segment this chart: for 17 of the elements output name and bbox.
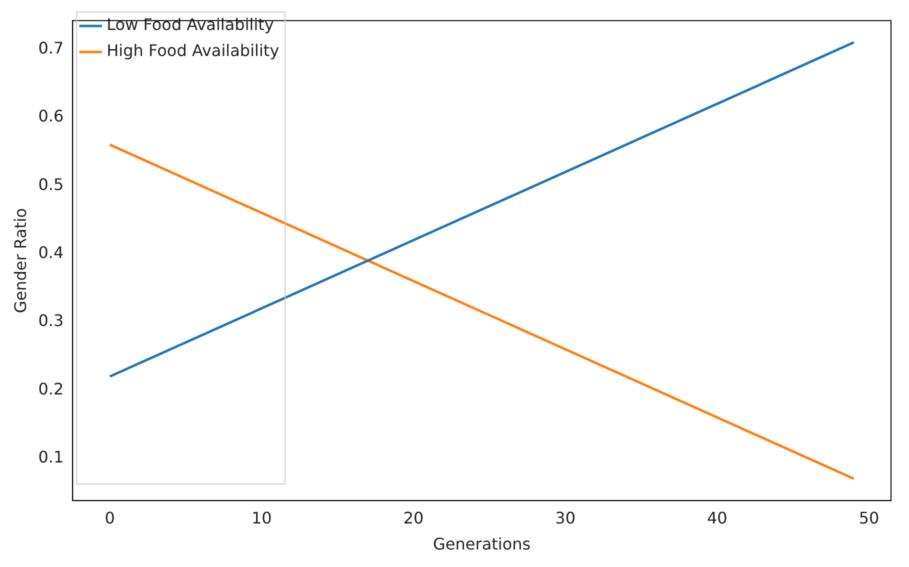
x-axis-title: Generations xyxy=(433,534,531,554)
y-tick-label: 0.2 xyxy=(38,379,64,398)
x-tick-label: 10 xyxy=(251,508,272,528)
y-axis-title: Gender Ratio xyxy=(10,208,30,314)
x-tick-label: 50 xyxy=(858,508,880,528)
y-tick-label: 0.6 xyxy=(38,106,64,126)
y-tick-label: 0.5 xyxy=(38,174,64,194)
x-tick-label: 30 xyxy=(555,508,576,528)
y-tick-label: 0.3 xyxy=(38,311,64,330)
y-tick-label: 0.7 xyxy=(38,38,64,58)
y-tick-label: 0.4 xyxy=(38,242,64,262)
legend-label: High Food Availability xyxy=(106,41,280,60)
x-tick-label: 20 xyxy=(403,508,424,528)
legend-label: Low Food Availability xyxy=(106,15,274,34)
y-tick-label: 0.1 xyxy=(38,447,64,466)
x-tick-label: 0 xyxy=(104,508,115,528)
x-tick-label: 40 xyxy=(706,508,728,528)
